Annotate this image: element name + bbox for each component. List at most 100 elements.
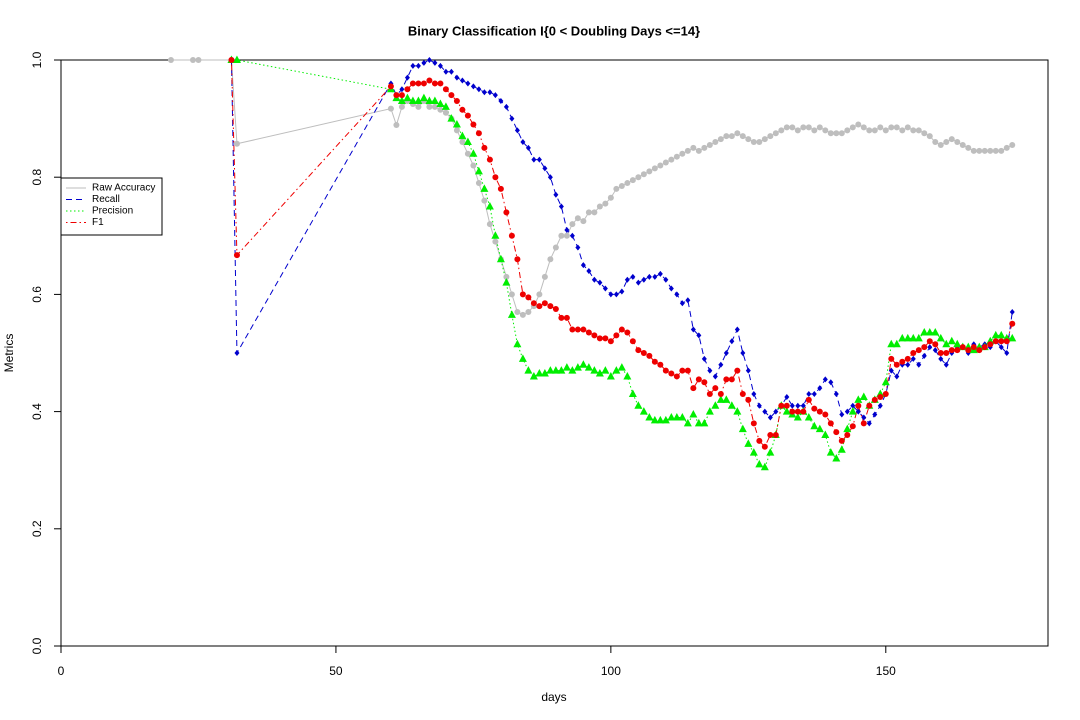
marker [552,306,559,313]
marker [497,185,504,192]
marker [936,333,945,342]
marker [233,140,240,147]
marker [404,86,411,93]
marker [448,92,455,99]
marker [921,344,928,351]
marker [910,355,916,362]
marker [674,291,680,298]
marker [536,291,543,298]
marker [657,361,664,368]
marker [641,276,647,283]
marker [652,273,658,280]
marker [596,335,603,342]
marker [673,153,680,160]
marker [789,402,795,409]
marker [404,74,410,81]
marker [393,92,400,99]
marker [756,402,762,409]
marker [766,448,775,456]
marker [492,92,498,99]
marker [910,127,917,134]
marker [485,202,494,210]
marker [234,350,240,356]
marker [690,385,697,392]
marker [728,133,735,140]
marker [167,57,174,63]
marker [861,414,867,421]
marker [755,459,764,468]
marker [965,144,972,151]
marker [474,166,483,175]
marker [872,411,878,418]
marker [563,232,570,239]
marker [420,80,427,87]
marker [920,327,929,336]
marker [804,412,813,421]
y-tick-label: 0.4 [30,403,44,420]
marker [645,412,654,421]
marker [904,124,911,131]
marker [608,291,614,298]
marker [932,139,939,146]
marker [854,395,863,403]
marker [547,174,553,181]
marker [793,412,802,421]
marker [998,344,1004,351]
marker [464,150,471,157]
marker [683,418,692,427]
marker [575,244,581,251]
marker [833,391,839,398]
marker [542,165,548,172]
marker [503,209,510,216]
marker [855,408,861,415]
marker [431,80,438,87]
marker [387,105,394,112]
y-tick-label: 0.0 [30,637,44,654]
marker [931,327,940,336]
marker [415,62,421,69]
marker [700,418,709,427]
marker [767,432,774,439]
marker [805,396,812,403]
marker [419,93,428,102]
marker [590,366,599,374]
marker [943,350,950,356]
marker [712,373,718,380]
chart-title: Binary Classification I{0 < Doubling Day… [408,23,700,38]
marker [998,147,1005,154]
marker [800,402,806,409]
marker [783,402,790,409]
marker [601,366,610,374]
marker [767,414,773,421]
marker [470,162,477,169]
marker [447,114,456,122]
marker [855,121,862,128]
marker [475,180,482,187]
marker [717,136,724,143]
marker [562,363,571,371]
marker [805,124,812,131]
marker [606,371,615,380]
marker [816,124,823,131]
marker [970,147,977,154]
marker [707,367,713,374]
marker [640,171,647,178]
marker [563,314,570,321]
marker [613,332,620,339]
marker [540,369,549,377]
y-tick-label: 0.6 [30,286,44,303]
marker [503,103,509,110]
marker [734,130,741,137]
marker [860,420,867,427]
marker [761,443,768,450]
marker [558,314,565,321]
marker [811,405,818,412]
marker [723,376,730,383]
marker [848,407,857,415]
marker [921,352,927,359]
marker [414,96,423,105]
marker [991,330,1000,339]
marker [837,445,846,453]
marker [739,391,746,398]
